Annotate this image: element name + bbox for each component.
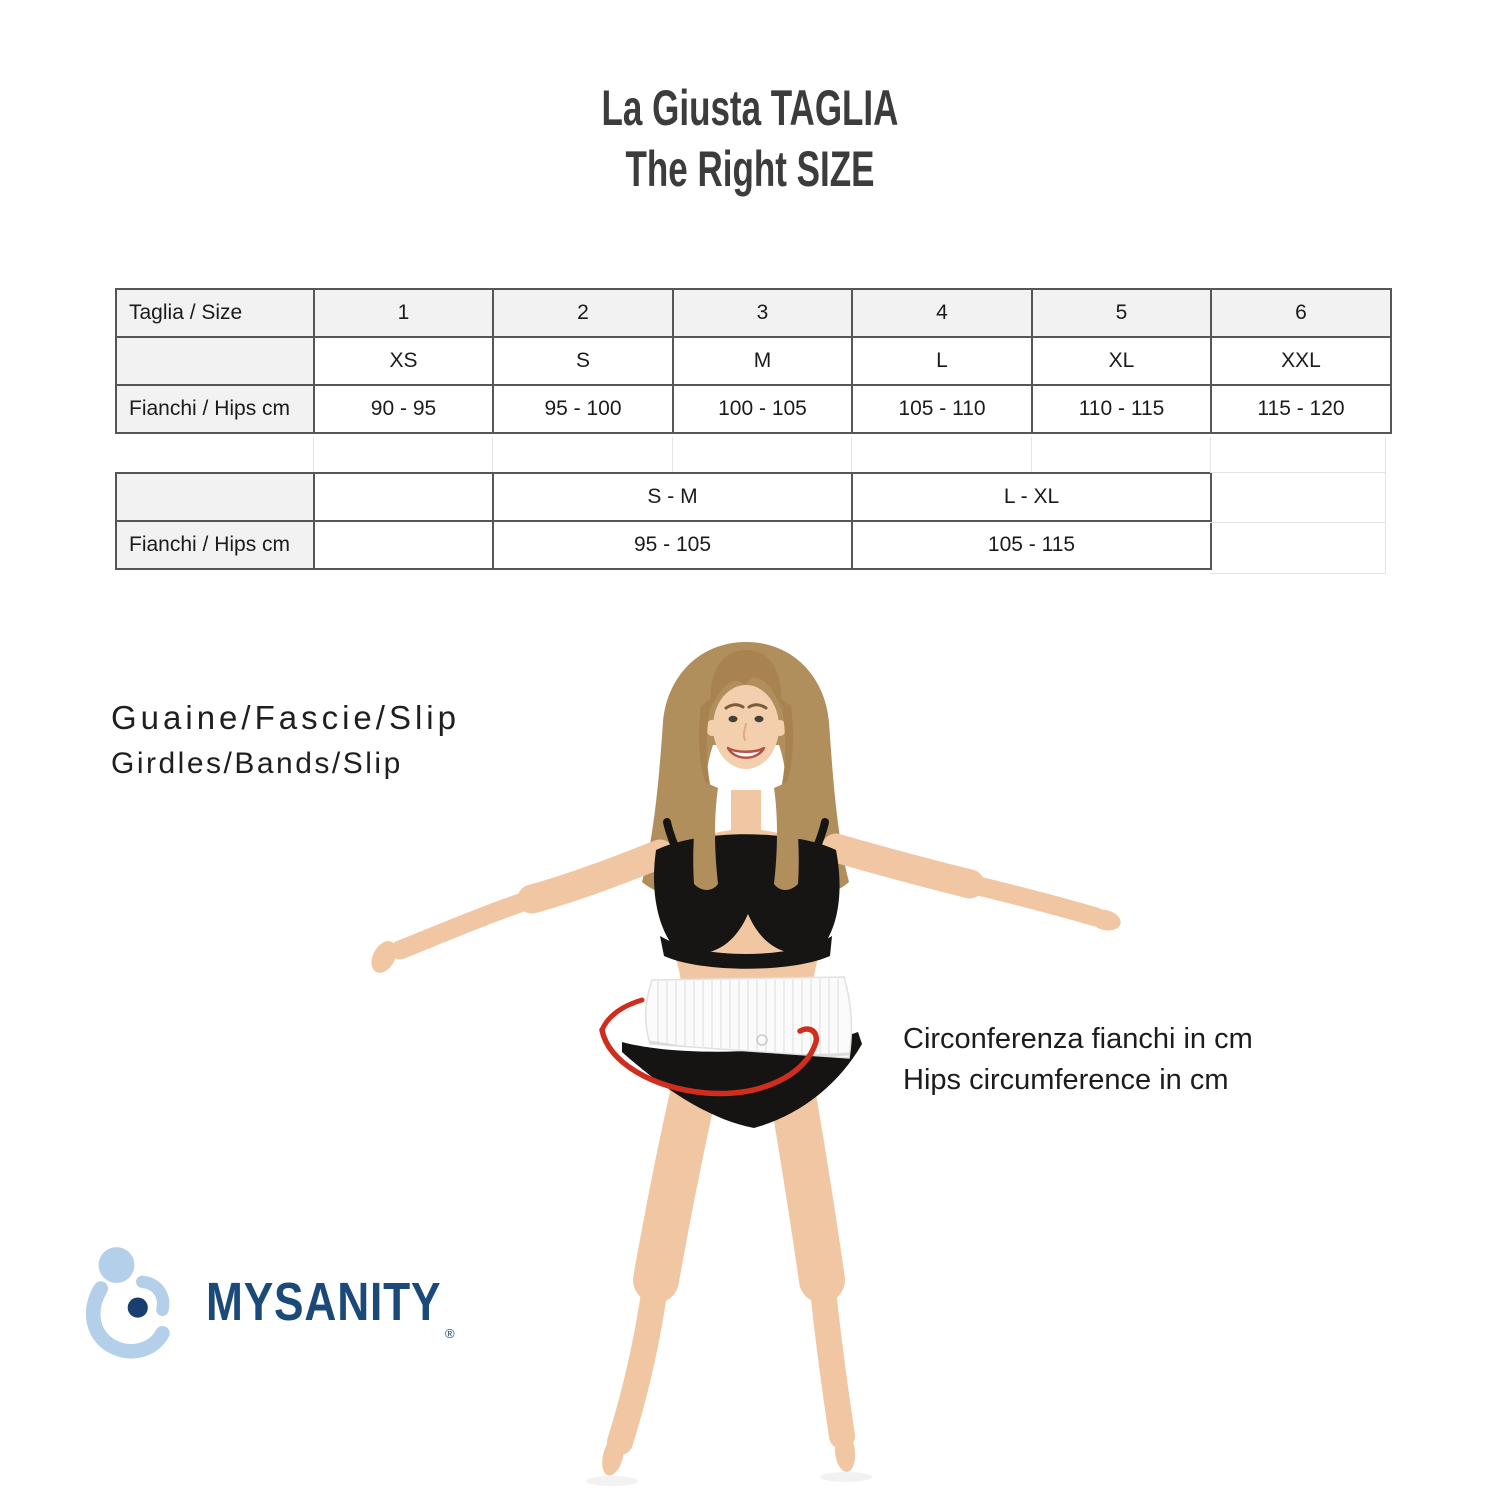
size-label-cell: Taglia / Size — [115, 288, 315, 338]
black-slip — [622, 1032, 862, 1128]
hips-range-cell: 110 - 115 — [1031, 384, 1212, 434]
left-hand — [371, 941, 397, 973]
caption-english: Hips circumference in cm — [903, 1064, 1229, 1096]
brand-logo: MYSANITY ® — [84, 1242, 455, 1362]
spreadsheet-gridlines-right — [1210, 472, 1386, 574]
size-cell: 1 — [313, 288, 494, 338]
hair-strand — [774, 780, 799, 890]
grouped-hips-row: Fianchi / Hips cm 95 - 105 105 - 115 — [115, 520, 1213, 570]
empty-cell — [313, 472, 494, 522]
hips-measure-line — [599, 1026, 819, 1097]
size-name-cell: XS — [313, 336, 494, 386]
size-cell: 6 — [1210, 288, 1392, 338]
size-table: Taglia / Size 1 2 3 4 5 6 XS S M L XL XX… — [115, 288, 1392, 434]
size-cell: 2 — [492, 288, 674, 338]
grouped-size-table: S - M L - XL Fianchi / Hips cm 95 - 105 … — [115, 472, 1213, 570]
size-cell: 4 — [851, 288, 1033, 338]
group-size-cell: L - XL — [851, 472, 1213, 522]
hair-side — [780, 698, 794, 794]
eye — [728, 715, 738, 723]
size-name-cell: L — [851, 336, 1033, 386]
empty-cell — [313, 520, 494, 570]
hips-range-cell: 105 - 110 — [851, 384, 1033, 434]
eyebrows — [724, 703, 768, 710]
left-foot — [602, 1436, 624, 1476]
smile — [726, 746, 766, 759]
hips-range-cell: 90 - 95 — [313, 384, 494, 434]
hips-range-cell: 95 - 105 — [491, 520, 854, 570]
empty-cell — [115, 472, 315, 522]
title-line-italian: La Giusta TAGLIA — [601, 80, 899, 136]
arms — [390, 833, 1106, 960]
size-name-cell: M — [672, 336, 853, 386]
hips-range-cell: 115 - 120 — [1210, 384, 1392, 434]
band-logo-mark — [756, 1034, 768, 1046]
registered-trademark: ® — [445, 1325, 455, 1341]
foot-shadow — [820, 1472, 872, 1482]
product-category-label: Guaine/Fascie/Slip Girdles/Bands/Slip — [111, 699, 460, 781]
caption-italian: Circonferenza fianchi in cm — [903, 1023, 1253, 1055]
size-letter-row: XS S M L XL XXL — [115, 336, 1392, 386]
brand-logo-text: MYSANITY — [206, 1272, 442, 1332]
hair-front — [710, 650, 782, 708]
hair-side — [698, 698, 712, 794]
empty-cell — [115, 336, 315, 386]
mother-and-child-icon — [86, 1247, 170, 1359]
nose — [742, 723, 747, 741]
hips-row: Fianchi / Hips cm 90 - 95 95 - 100 100 -… — [115, 384, 1392, 434]
hips-range-cell: 95 - 100 — [492, 384, 674, 434]
hair-strand — [693, 780, 718, 890]
model-illustration — [371, 642, 1121, 1486]
hips-measure-caption: Circonferenza fianchi in cm Hips circumf… — [903, 1019, 1253, 1101]
foot-shadow — [586, 1476, 638, 1486]
size-number-row: Taglia / Size 1 2 3 4 5 6 — [115, 288, 1392, 338]
eye — [754, 715, 764, 723]
hips-range-cell: 100 - 105 — [672, 384, 853, 434]
model-figure — [371, 642, 1121, 1486]
category-english: Girdles/Bands/Slip — [111, 747, 403, 780]
title-line-english: The Right SIZE — [625, 141, 875, 197]
hips-label-cell: Fianchi / Hips cm — [115, 520, 315, 570]
right-foot — [834, 1432, 856, 1472]
hips-label-cell: Fianchi / Hips cm — [115, 384, 315, 434]
right-hand — [1089, 909, 1121, 931]
size-name-cell: XL — [1031, 336, 1212, 386]
size-name-cell: S — [492, 336, 674, 386]
grouped-size-row: S - M L - XL — [115, 472, 1213, 522]
size-cell: 5 — [1031, 288, 1212, 338]
page-title: La Giusta TAGLIA The Right SIZE — [0, 78, 1500, 200]
band-ribbing — [657, 977, 839, 1058]
head — [698, 650, 794, 794]
legs — [607, 1067, 855, 1455]
category-italian: Guaine/Fascie/Slip — [111, 699, 460, 736]
group-size-cell: S - M — [491, 472, 854, 522]
size-name-cell: XXL — [1210, 336, 1392, 386]
hips-range-cell: 105 - 115 — [851, 520, 1213, 570]
size-cell: 3 — [672, 288, 853, 338]
